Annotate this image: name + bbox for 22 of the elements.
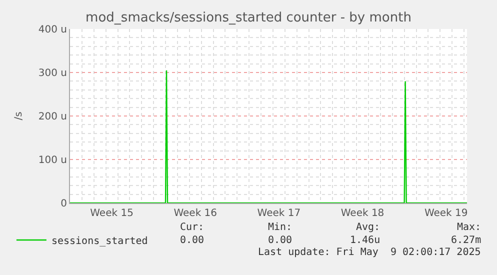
text: 6.27m — [451, 235, 482, 246]
text: Max: — [457, 222, 482, 233]
text: 1.46u — [350, 235, 380, 246]
x-tick-label: Week 16 — [174, 208, 218, 219]
y-axis-title: /s — [13, 112, 24, 120]
y-tick-label: 200 u — [38, 112, 67, 122]
x-tick-label: Week 15 — [90, 208, 134, 219]
y-tick-label: 100 u — [38, 155, 67, 166]
y-tick-label: 0 — [60, 198, 67, 210]
legend-label: sessions_started — [51, 236, 148, 247]
chart-title: mod_smacks/sessions_started counter - by month — [86, 10, 412, 26]
x-tick-label: Week 17 — [257, 208, 301, 219]
x-tick-label: Week 18 — [340, 208, 384, 219]
text: 0.00 — [268, 235, 292, 246]
text: Cur: — [180, 222, 204, 233]
text: Avg: — [356, 222, 380, 233]
text: Min: — [268, 222, 292, 233]
text: 0.00 — [180, 235, 204, 246]
y-tick-label: 400 u — [38, 24, 67, 36]
x-tick-label: Week 19 — [424, 208, 468, 219]
y-tick-label: 300 u — [38, 68, 67, 79]
text: Last update: Fri May 9 02:00:17 2025 — [258, 247, 481, 258]
